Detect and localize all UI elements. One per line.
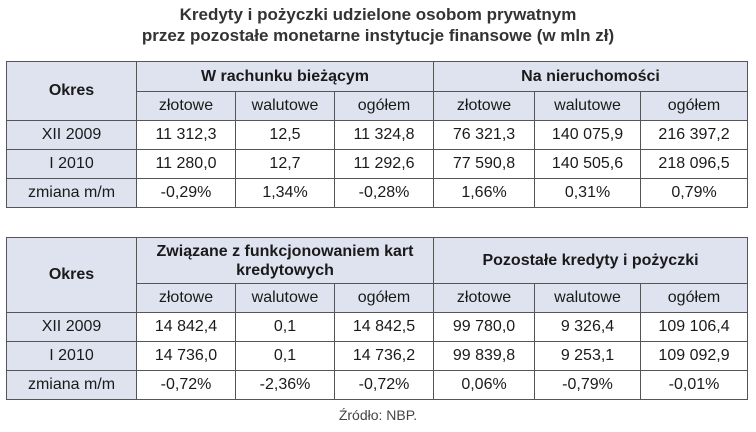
table-cell: -2,36% <box>235 370 335 400</box>
table-row: I 2010 14 736,0 0,1 14 736,2 99 839,8 9 … <box>6 341 749 371</box>
table-cell: 77 590,8 <box>433 149 536 179</box>
table-row: zmiana m/m -0,29% 1,34% -0,28% 1,66% 0,3… <box>6 178 749 208</box>
chart-title: Kredyty i pożyczki udzielone osobom pryw… <box>0 4 756 46</box>
table-cell: 0,31% <box>534 178 642 208</box>
title-line-1: Kredyty i pożyczki udzielone osobom pryw… <box>179 5 577 24</box>
row-label: zmiana m/m <box>6 178 137 208</box>
table-cell: -0,72% <box>333 370 435 400</box>
table-cell: -0,29% <box>136 178 236 208</box>
table-row: I 2010 11 280,0 12,7 11 292,6 77 590,8 1… <box>6 149 749 179</box>
row-label: I 2010 <box>6 149 137 179</box>
header-row-groups: Okres Związane z funkcjonowaniem kart kr… <box>6 237 749 313</box>
table-cell: 0,79% <box>640 178 749 208</box>
header-row-currency: złotowe walutowe ogółem złotowe walutowe… <box>7 91 749 121</box>
subheader-cell: złotowe <box>136 283 236 313</box>
table-cell: 99 839,8 <box>433 341 536 371</box>
table-cell: 11 312,3 <box>136 120 236 150</box>
group-header-credit-cards: Związane z funkcjonowaniem kart kredytow… <box>135 237 435 284</box>
table-row: XII 2009 14 842,4 0,1 14 842,5 99 780,0 … <box>6 312 749 342</box>
group-header-other-loans: Pozostałe kredyty i pożyczki <box>433 237 749 284</box>
table-cell: 140 505,6 <box>534 149 642 179</box>
table-cell: 1,66% <box>433 178 536 208</box>
table-cell: 0,1 <box>235 312 335 342</box>
table-cell: 140 075,9 <box>534 120 642 150</box>
subheader-cell: ogółem <box>640 283 749 313</box>
subheader-cell: ogółem <box>333 91 435 121</box>
table-cell: 14 842,4 <box>136 312 236 342</box>
table-cell: 11 292,6 <box>333 149 435 179</box>
title-line-2: przez pozostałe monetarne instytucje fin… <box>141 26 615 45</box>
table-cell: 0,1 <box>235 341 335 371</box>
table-cell: 218 096,5 <box>640 149 749 179</box>
source-note: Źródło: NBP. <box>338 407 418 423</box>
row-label: zmiana m/m <box>6 370 137 400</box>
table-cell: 12,5 <box>235 120 335 150</box>
group-header-current-account: W rachunku bieżącym <box>135 61 435 92</box>
table-cell: 14 736,0 <box>136 341 236 371</box>
subheader-cell: złotowe <box>433 91 536 121</box>
table-row: zmiana m/m -0,72% -2,36% -0,72% 0,06% -0… <box>6 370 749 400</box>
row-label: XII 2009 <box>6 120 137 150</box>
okres-header: Okres <box>6 237 137 313</box>
subheader-cell: walutowe <box>534 91 642 121</box>
table-cell: 14 736,2 <box>333 341 435 371</box>
table-mortgage-current-account: Okres W rachunku bieżącym Na nieruchomoś… <box>6 61 749 208</box>
subheader-cell: złotowe <box>433 283 536 313</box>
row-label: I 2010 <box>6 341 137 371</box>
row-label: XII 2009 <box>6 312 137 342</box>
table-cell: 12,7 <box>235 149 335 179</box>
table-cell: 11 324,8 <box>333 120 435 150</box>
table-cell: 109 092,9 <box>640 341 749 371</box>
group-header-real-estate: Na nieruchomości <box>433 61 749 92</box>
header-row-groups: Okres W rachunku bieżącym Na nieruchomoś… <box>6 61 749 121</box>
subheader-cell: złotowe <box>136 91 236 121</box>
table-cell: 109 106,4 <box>640 312 749 342</box>
subheader-cell: ogółem <box>640 91 749 121</box>
table-credit-cards-other: Okres Związane z funkcjonowaniem kart kr… <box>6 237 749 400</box>
table-cell: 99 780,0 <box>433 312 536 342</box>
subheader-cell: ogółem <box>333 283 435 313</box>
table-cell: 1,34% <box>235 178 335 208</box>
header-row-currency: złotowe walutowe ogółem złotowe walutowe… <box>7 283 749 313</box>
subheader-cell: walutowe <box>534 283 642 313</box>
table-cell: 11 280,0 <box>136 149 236 179</box>
subheader-cell: walutowe <box>235 283 335 313</box>
table-cell: 14 842,5 <box>333 312 435 342</box>
table-cell: 76 321,3 <box>433 120 536 150</box>
subheader-cell: walutowe <box>235 91 335 121</box>
table-cell: 9 326,4 <box>534 312 642 342</box>
table-cell: 216 397,2 <box>640 120 749 150</box>
table-cell: 9 253,1 <box>534 341 642 371</box>
table-cell: -0,79% <box>534 370 642 400</box>
table-cell: -0,28% <box>333 178 435 208</box>
table-cell: -0,72% <box>136 370 236 400</box>
table-cell: -0,01% <box>640 370 749 400</box>
table-cell: 0,06% <box>433 370 536 400</box>
okres-header: Okres <box>6 61 137 121</box>
table-row: XII 2009 11 312,3 12,5 11 324,8 76 321,3… <box>6 120 749 150</box>
